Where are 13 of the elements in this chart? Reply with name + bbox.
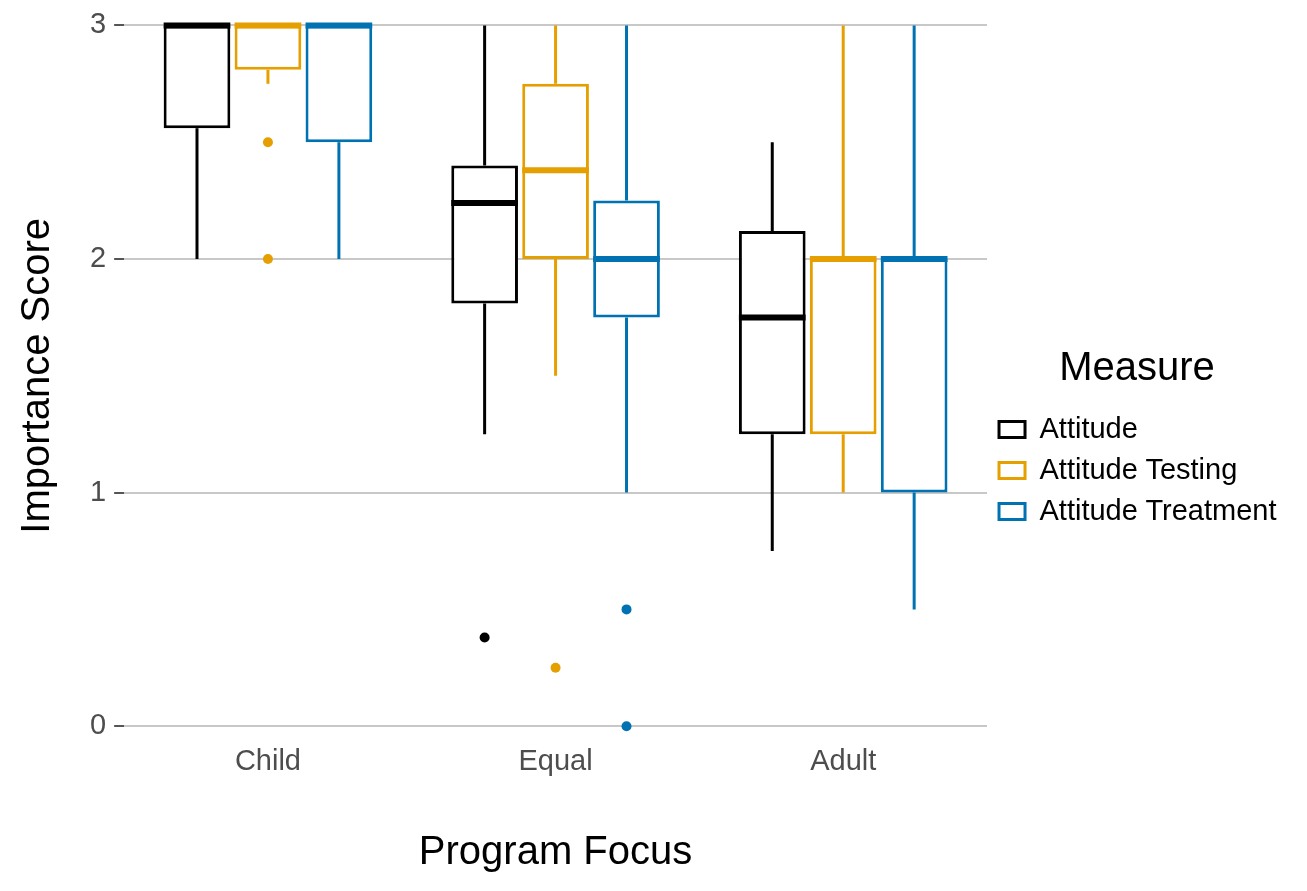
legend-label: Attitude Treatment — [1039, 493, 1277, 526]
y-tick-label: 3 — [89, 7, 107, 40]
x-tick-label: Child — [234, 743, 301, 776]
x-axis-title: Program Focus — [418, 828, 693, 873]
legend-label: Attitude Testing — [1039, 452, 1238, 485]
y-tick-label: 2 — [89, 241, 107, 273]
x-tick-label: Equal — [518, 743, 593, 776]
legend-title: Measure — [1059, 344, 1215, 389]
y-tick-label: 1 — [89, 474, 107, 507]
legend-label: Attitude — [1039, 411, 1138, 444]
x-tick-label: Adult — [810, 743, 877, 776]
y-tick-label: 0 — [89, 708, 107, 741]
y-axis-title: Importance Score — [13, 217, 58, 534]
